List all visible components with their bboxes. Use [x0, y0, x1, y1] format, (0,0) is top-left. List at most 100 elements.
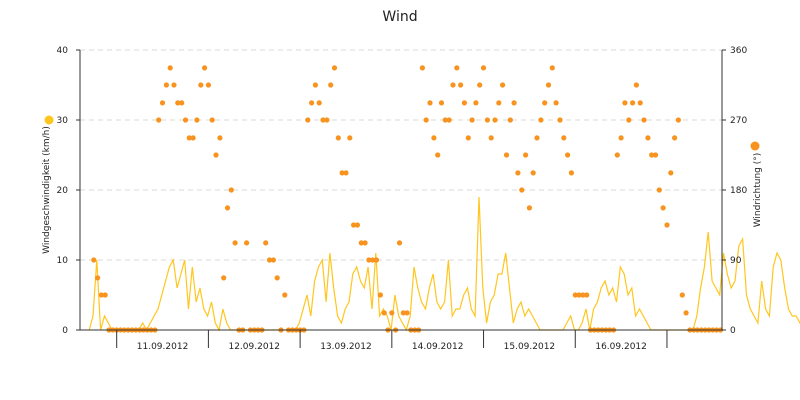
direction-point — [351, 222, 357, 228]
direction-point — [679, 292, 685, 298]
direction-point — [358, 240, 364, 246]
direction-point — [98, 292, 104, 298]
direction-point — [519, 187, 525, 193]
direction-point — [400, 310, 406, 316]
direction-point — [419, 65, 425, 71]
grid-lines — [80, 49, 722, 261]
direction-point — [538, 117, 544, 123]
y-tick-label: 20 — [57, 186, 69, 196]
direction-point — [182, 117, 189, 123]
direction-point — [542, 100, 548, 106]
direction-point — [320, 117, 326, 123]
axes: 0 0 10 90 20 180 30 270 40 360 11.09.2012 12.09.201… — [57, 46, 748, 352]
direction-point — [557, 117, 563, 123]
direction-point — [446, 117, 452, 123]
direction-point — [614, 152, 620, 158]
direction-point — [95, 275, 101, 281]
direction-point — [626, 117, 632, 123]
direction-point — [561, 135, 567, 141]
direction-point — [217, 135, 223, 141]
direction-point — [469, 117, 475, 123]
direction-point — [618, 135, 624, 141]
wind-speed-series — [88, 196, 800, 332]
y2-tick-label: 90 — [730, 256, 742, 266]
x-tick-label: 15.09.2012 — [504, 342, 556, 352]
direction-point — [480, 65, 487, 71]
direction-point — [576, 292, 582, 298]
direction-point — [423, 117, 429, 123]
direction-point — [454, 65, 460, 71]
direction-point — [435, 152, 441, 158]
direction-point — [309, 100, 315, 106]
direction-point — [347, 135, 353, 141]
direction-point — [270, 257, 276, 263]
direction-point — [366, 257, 372, 263]
y2-tick-label: 360 — [730, 46, 747, 56]
direction-point — [102, 292, 108, 298]
y-axis-label: Windgeschwindigkeit (km/h) — [42, 126, 52, 254]
direction-point — [660, 205, 666, 211]
y2-tick-label: 180 — [730, 186, 747, 196]
direction-point — [335, 135, 341, 141]
direction-point — [328, 82, 334, 88]
direction-point — [263, 240, 269, 246]
direction-point — [438, 100, 445, 106]
direction-point — [282, 292, 288, 298]
direction-point — [159, 100, 166, 106]
direction-point — [274, 275, 280, 281]
direction-point — [675, 117, 682, 123]
direction-point — [198, 82, 204, 88]
y-tick-label: 40 — [57, 46, 69, 56]
x-tick-label: 16.09.2012 — [595, 342, 647, 352]
direction-point — [244, 240, 250, 246]
direction-point — [549, 65, 555, 71]
y2-tick-label: 270 — [730, 116, 747, 126]
direction-point — [427, 100, 433, 106]
direction-point — [458, 82, 464, 88]
direction-point — [324, 117, 330, 123]
direction-point — [377, 292, 383, 298]
direction-point — [545, 82, 552, 88]
direction-point — [630, 100, 636, 106]
y2-tick-label: 0 — [730, 326, 736, 336]
direction-point — [362, 240, 368, 246]
direction-point — [473, 100, 479, 106]
direction-point — [163, 82, 169, 88]
x-tick-label: 11.09.2012 — [137, 342, 189, 352]
direction-point — [381, 310, 387, 316]
direction-point — [637, 100, 643, 106]
direction-point — [622, 100, 628, 106]
direction-point — [488, 135, 494, 141]
direction-point — [167, 65, 173, 71]
direction-point — [503, 152, 510, 158]
direction-point — [649, 152, 655, 158]
direction-point — [496, 100, 502, 106]
direction-point — [190, 135, 196, 141]
direction-point — [530, 170, 536, 176]
speed-legend-dot — [44, 115, 54, 125]
direction-point — [339, 170, 345, 176]
direction-point — [305, 117, 311, 123]
direction-point — [645, 135, 651, 141]
direction-point — [373, 257, 380, 263]
direction-point — [224, 205, 231, 211]
direction-point — [354, 222, 360, 228]
direction-point — [316, 100, 322, 106]
direction-point — [331, 65, 338, 71]
direction-point — [484, 117, 490, 123]
direction-point — [312, 82, 318, 88]
direction-point — [461, 100, 467, 106]
direction-point — [641, 117, 647, 123]
direction-point — [523, 152, 529, 158]
direction-point — [450, 82, 456, 88]
direction-point — [633, 82, 640, 88]
direction-point — [668, 170, 674, 176]
direction-point — [500, 82, 506, 88]
direction-point — [396, 240, 403, 246]
direction-point — [91, 257, 97, 263]
direction-point — [213, 152, 219, 158]
direction-point — [511, 100, 517, 106]
direction-point — [179, 100, 185, 106]
direction-point — [266, 257, 273, 263]
